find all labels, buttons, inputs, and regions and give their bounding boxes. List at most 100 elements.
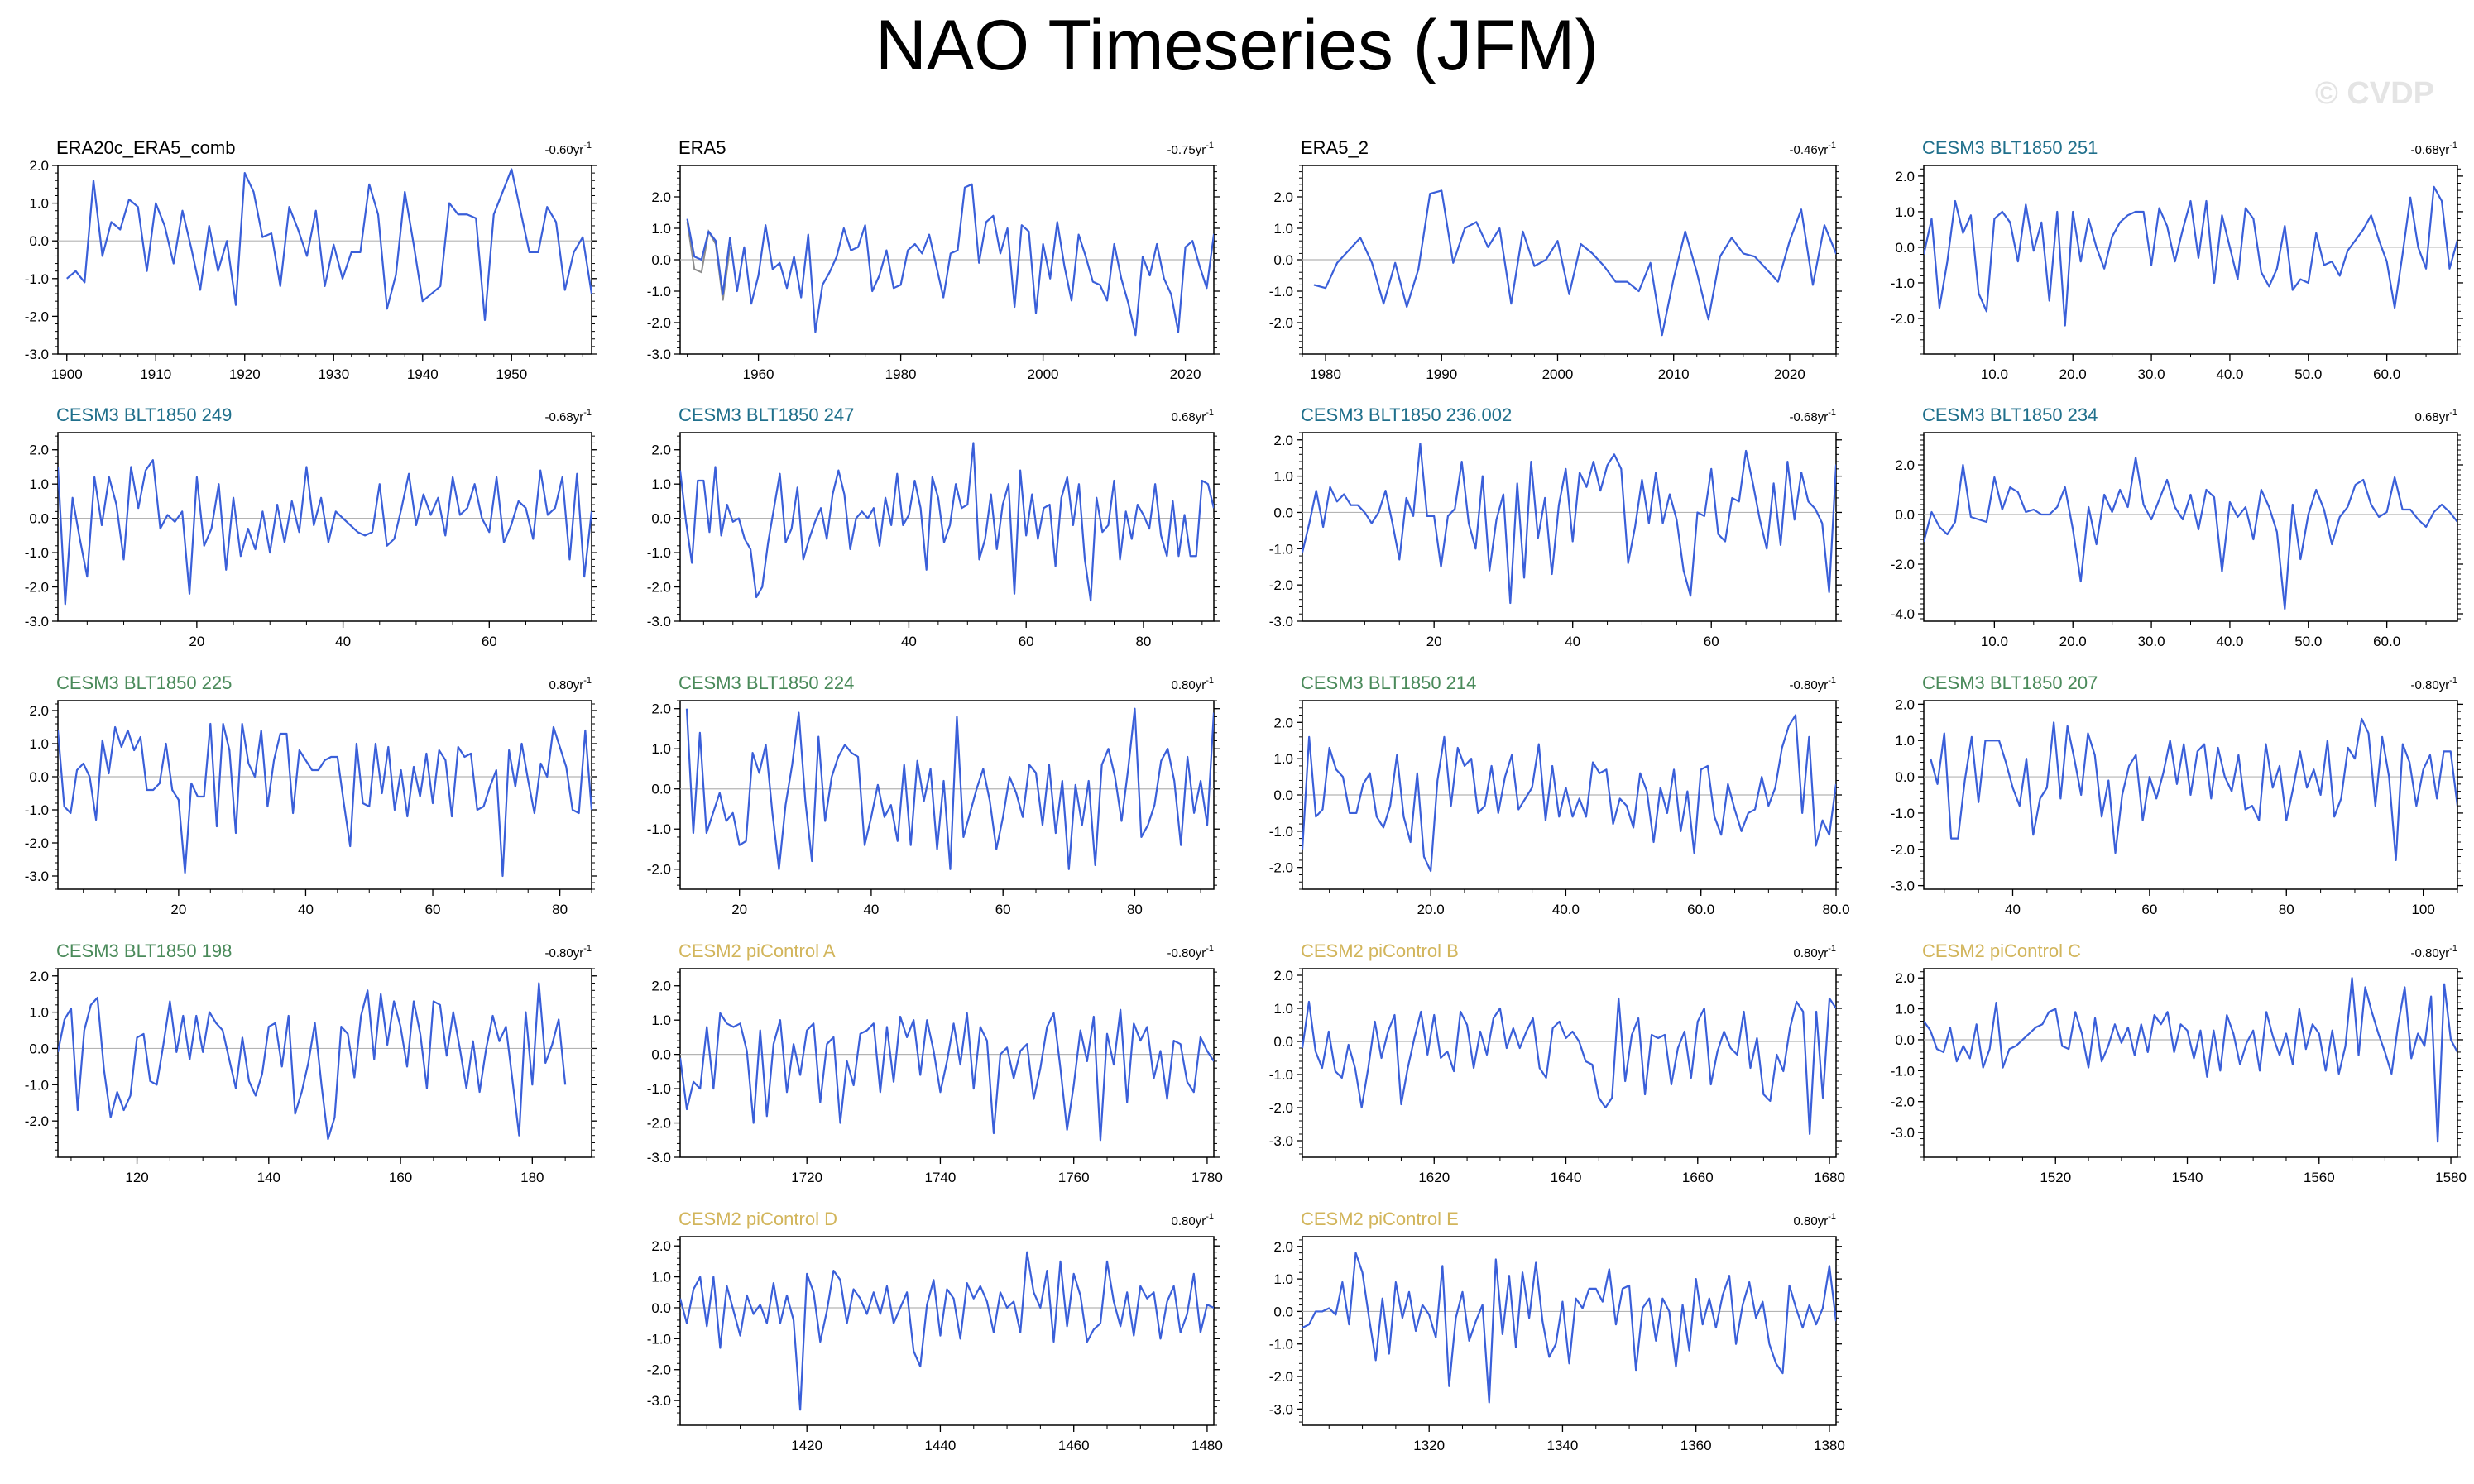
- panel-title: CESM3 BLT1850 251: [1922, 137, 2098, 158]
- y-tick-label: -3.0: [1891, 1125, 1915, 1141]
- y-tick-label: 2.0: [1895, 457, 1915, 473]
- nao-series-line: [1302, 443, 1836, 605]
- x-tick-label: 1960: [743, 366, 774, 382]
- y-tick-label: 1.0: [651, 221, 671, 237]
- y-tick-label: 2.0: [651, 443, 671, 458]
- x-tick-label: 60.0: [2373, 366, 2400, 382]
- trend-label: 0.80yr-1: [549, 676, 592, 692]
- trend-label: -0.60yr-1: [545, 141, 592, 157]
- y-tick-label: -1.0: [25, 545, 49, 561]
- panel-title: ERA5: [678, 137, 726, 158]
- nao-panel: CESM3 BLT1850 214 -0.80yr-1 2.0 1.0 0.0 -1.0 -…: [1269, 673, 1850, 917]
- y-tick-label: 1.0: [29, 476, 49, 492]
- trend-label: -0.80yr-1: [2411, 944, 2457, 960]
- y-tick-label: -3.0: [25, 869, 49, 884]
- y-tick-label: -3.0: [25, 347, 49, 362]
- y-tick-label: 1.0: [29, 736, 49, 752]
- y-tick-label: -2.0: [1269, 315, 1293, 331]
- nao-panel: CESM2 piControl E 0.80yr-1 2.0 1.0 0.0 -1.0 -2…: [1269, 1209, 1845, 1453]
- y-tick-label: -2.0: [1269, 1100, 1293, 1116]
- nao-series-line: [66, 168, 592, 322]
- x-tick-label: 50.0: [2294, 634, 2322, 649]
- y-tick-label: 0.0: [1273, 1034, 1293, 1050]
- x-tick-label: 1340: [1547, 1438, 1579, 1453]
- y-tick-label: -1.0: [1891, 275, 1915, 291]
- x-tick-label: 2020: [1170, 366, 1201, 382]
- nao-series-line: [1313, 189, 1836, 337]
- plot-frame: [679, 700, 1215, 890]
- panel-title: CESM2 piControl C: [1922, 941, 2081, 961]
- x-tick-label: 80: [2279, 902, 2294, 917]
- y-tick-label: 0.0: [29, 233, 49, 249]
- y-tick-label: -2.0: [25, 309, 49, 324]
- nao-panel: CESM3 BLT1850 247 0.68yr-1 2.0 1.0 0.0 -1.0 -2…: [647, 405, 1220, 649]
- x-tick-label: 40: [2005, 902, 2021, 917]
- nao-series-line: [1930, 717, 2457, 862]
- x-tick-label: 40: [863, 902, 879, 917]
- y-tick-label: -3.0: [647, 1393, 671, 1409]
- x-tick-label: 1540: [2172, 1170, 2203, 1185]
- x-tick-label: 1720: [791, 1170, 822, 1185]
- y-tick-label: -1.0: [647, 284, 671, 299]
- trend-label: -0.75yr-1: [1167, 141, 1214, 157]
- panel-title: CESM3 BLT1850 236.002: [1301, 405, 1512, 425]
- nao-panel: ERA5_2 -0.46yr-1 2.0 1.0 0.0 -1.0 -2.0 1980 1990…: [1269, 137, 1842, 382]
- plot-frame: [57, 432, 592, 622]
- y-tick-label: -3.0: [647, 1150, 671, 1166]
- y-tick-label: -2.0: [1891, 557, 1915, 572]
- nao-series-line: [1302, 714, 1836, 873]
- y-tick-label: -2.0: [647, 315, 671, 331]
- plot-frame: [679, 432, 1215, 622]
- x-tick-label: 1990: [1426, 366, 1457, 382]
- trend-label: 0.80yr-1: [1794, 944, 1836, 960]
- y-tick-label: -1.0: [647, 821, 671, 837]
- y-tick-label: 0.0: [651, 252, 671, 268]
- x-tick-label: 1440: [925, 1438, 957, 1453]
- nao-series-line: [680, 1008, 1214, 1142]
- x-tick-label: 40: [298, 902, 314, 917]
- x-tick-label: 40: [1565, 634, 1580, 649]
- trend-label: -0.68yr-1: [1790, 408, 1836, 424]
- x-tick-label: 100: [2411, 902, 2434, 917]
- nao-series-line: [1302, 1252, 1836, 1404]
- x-tick-label: 1360: [1680, 1438, 1712, 1453]
- y-tick-label: 2.0: [1895, 970, 1915, 986]
- x-tick-label: 60: [995, 902, 1011, 917]
- plot-frame: [1923, 968, 2458, 1158]
- panel-title: CESM3 BLT1850 214: [1301, 673, 1476, 693]
- nao-series-line: [58, 982, 567, 1141]
- panel-title: CESM2 piControl B: [1301, 941, 1459, 961]
- y-tick-label: -1.0: [25, 802, 49, 818]
- nao-panel: CESM3 BLT1850 249 -0.68yr-1 2.0 1.0 0.0 -1.0 -…: [25, 405, 597, 649]
- trend-label: 0.80yr-1: [1172, 1212, 1214, 1228]
- trend-label: -0.80yr-1: [1790, 676, 1836, 692]
- y-tick-label: 0.0: [651, 511, 671, 527]
- x-tick-label: 40: [335, 634, 351, 649]
- y-tick-label: 0.0: [29, 1041, 49, 1056]
- nao-panel: CESM2 piControl C -0.80yr-1 2.0 1.0 0.0 -1.0 -…: [1891, 941, 2467, 1185]
- y-tick-label: -3.0: [1891, 878, 1915, 894]
- x-tick-label: 20: [731, 902, 747, 917]
- y-tick-label: 1.0: [651, 1270, 671, 1285]
- nao-panel: CESM2 piControl D 0.80yr-1 2.0 1.0 0.0 -1.0 -2…: [647, 1209, 1223, 1453]
- y-tick-label: 2.0: [1273, 1239, 1293, 1255]
- x-tick-label: 10.0: [1981, 366, 2008, 382]
- x-tick-label: 1940: [407, 366, 439, 382]
- y-tick-label: 2.0: [29, 158, 49, 174]
- y-tick-label: -2.0: [25, 580, 49, 596]
- y-tick-label: -3.0: [647, 614, 671, 630]
- y-tick-label: 0.0: [651, 1047, 671, 1063]
- x-tick-label: 1760: [1058, 1170, 1090, 1185]
- y-tick-label: 1.0: [651, 476, 671, 492]
- x-tick-label: 2000: [1542, 366, 1574, 382]
- y-tick-label: 2.0: [29, 443, 49, 458]
- y-tick-label: -2.0: [647, 862, 671, 878]
- y-tick-label: -3.0: [25, 614, 49, 630]
- y-tick-label: -2.0: [1891, 842, 1915, 858]
- x-tick-label: 1640: [1551, 1170, 1582, 1185]
- y-tick-label: 2.0: [29, 703, 49, 719]
- x-tick-label: 80.0: [1822, 902, 1849, 917]
- panel-title: CESM3 BLT1850 224: [678, 673, 854, 693]
- x-tick-label: 40: [901, 634, 917, 649]
- panel-title: CESM3 BLT1850 198: [56, 941, 232, 961]
